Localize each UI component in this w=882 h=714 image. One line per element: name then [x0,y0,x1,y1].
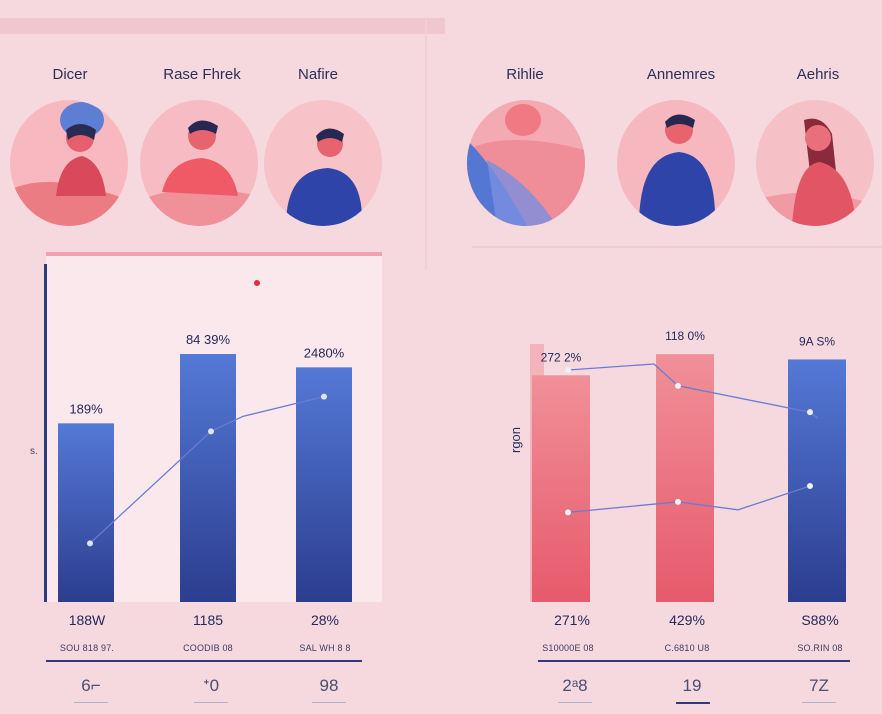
footer-underline [312,702,346,703]
footer-rule-right [538,660,850,662]
bar-label-2: 118 0% [665,329,705,343]
bar-3 [788,359,846,602]
series2-point-2 [675,498,681,505]
footer-underline [802,702,836,703]
bar-3 [296,367,352,602]
footer-num-4[interactable]: 2ᵃ8 [562,676,588,695]
footer-sub-3: SAL WH 8 8 [299,643,351,653]
y-axis-line [44,264,47,602]
person-man-icon[interactable] [264,100,382,226]
series-line-2 [567,485,811,514]
series1-point-2 [675,382,681,389]
bar-2 [180,354,236,602]
marker-dot [254,280,260,286]
left-bar-chart: s. 189% 84 39% 2480% [30,252,382,602]
person-man-icon[interactable] [140,100,258,226]
person-name-6: Aehris [796,66,840,83]
bar-1 [532,375,590,602]
line-point-2 [208,428,214,435]
footer-sub-4: S10000E 08 [542,643,594,653]
bar-label-1: 189% [69,401,103,416]
person-name-4: Rihlie [506,66,544,83]
footer-underline-active [676,702,710,704]
person-name-3: Nafire [297,66,338,83]
person-name-1: Dicer [52,66,88,83]
line-point-3 [321,393,327,400]
bar-label-3: 2480% [304,345,345,360]
footer-value-1: 188W [68,612,106,628]
bar-label-2: 84 39% [186,332,231,347]
right-bar-chart: rgon 272 2% 118 0% 9A S% [508,329,846,602]
footer-sub-2: COODIB 08 [183,643,233,653]
footer-num-6[interactable]: 7Z [809,676,829,695]
footer-value-3: 28% [310,612,340,628]
footer-underline [74,702,108,703]
footer-underline [558,702,592,703]
footer-rule-left [46,660,362,662]
bar-label-3: 9A S% [799,334,835,348]
series2-point-3 [807,483,813,489]
footer-value-2: 1185 [192,612,224,628]
person-woman-icon[interactable] [756,100,874,226]
panel-divider [425,20,427,270]
footer-num-5[interactable]: 19 [682,676,702,695]
y-axis-label: rgon [508,427,523,453]
footer-num-3[interactable]: 98 [319,676,339,695]
footer-value-5: 429% [669,612,705,628]
footer-num-1[interactable]: 6⌐ [81,676,101,695]
person-woman-icon[interactable] [10,100,128,226]
person-name-5: Annemres [646,66,716,83]
chart-top-accent [46,252,382,256]
section-divider [472,246,882,248]
series1-point-1 [565,367,571,373]
footer-sub-6: SO.RIN 08 [797,643,843,653]
line-point-1 [87,540,93,547]
bar-label-1: 272 2% [541,350,582,364]
bar-2 [656,354,714,602]
person-man-icon[interactable] [617,100,735,226]
footer-underline [194,702,228,703]
footer-value-6: S88% [801,612,839,628]
person-abstract-icon[interactable] [467,100,585,226]
header-bar [0,18,445,34]
person-name-2: Rase Fhrek [163,66,241,83]
bar-1 [58,423,114,602]
series1-point-3 [807,409,813,416]
y-axis-label: s. [30,446,38,457]
footer-sub-5: C.6810 U8 [664,643,710,653]
series2-point-1 [565,509,571,516]
trend-line [89,396,325,544]
footer-sub-1: SOU 818 97. [59,643,115,653]
footer-value-4: 271% [554,612,590,628]
footer-num-2[interactable]: ᐩ0 [202,676,220,695]
